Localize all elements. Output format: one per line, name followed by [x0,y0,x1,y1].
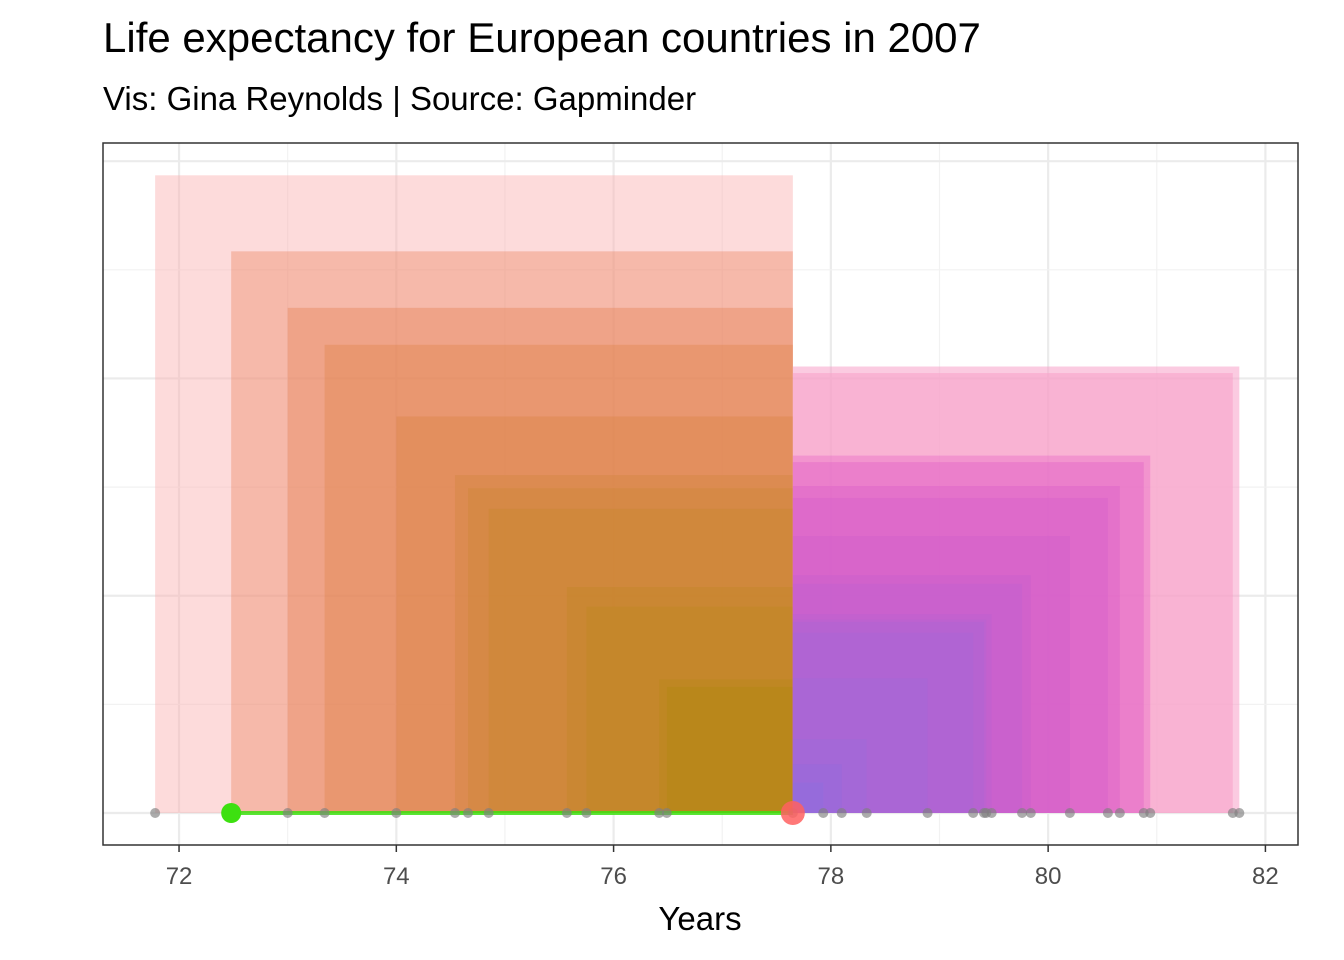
x-tick-label: 78 [818,863,845,890]
deviation-square-below-mean [488,508,793,813]
data-point [581,808,592,818]
x-tick-label: 82 [1252,863,1279,890]
highlight-point [221,803,242,823]
data-point [449,808,460,818]
data-point [861,808,872,818]
deviation-square-below-mean [396,416,793,813]
data-point [1114,808,1125,818]
x-axis: 72 74 76 78 80 82 [166,845,1279,890]
deviation-square-above-mean [792,621,985,813]
deviation-square-above-mean [792,575,1031,813]
deviation-square-above-mean [792,486,1120,813]
data-point [561,808,572,818]
data-point [1017,808,1028,818]
deviation-square-above-mean [792,632,974,813]
plot-border [102,142,1299,846]
data-point [391,808,402,818]
data-point [968,808,979,818]
deviation-square-above-mean [792,619,987,813]
deviation-square-below-mean [155,175,793,813]
chart-title: Life expectancy for European countries i… [103,14,981,61]
x-tick-label: 72 [166,863,193,890]
deviation-square-above-mean [792,614,992,813]
data-point [661,808,672,818]
deviation-square-above-mean [792,739,867,813]
chart-subtitle: Vis: Gina Reynolds | Source: Gapminder [103,80,697,117]
deviation-square-above-mean [792,462,1144,813]
data-point [1145,808,1156,818]
deviation-square-above-mean [792,535,1070,813]
x-axis-title: Years [658,900,741,937]
deviation-square-above-mean [792,583,1023,813]
data-point [150,808,161,818]
mean-point [780,801,805,825]
data-point [463,808,474,818]
data-point [836,808,847,818]
deviation-square-below-mean [287,307,793,813]
data-point [1234,808,1245,818]
deviation-square-below-mean [666,686,793,813]
data-point [922,808,933,818]
data-point [986,808,997,818]
data-point [1102,808,1113,818]
deviation-square-above-mean [792,678,928,813]
data-points [150,801,1245,825]
deviation-square-below-mean [454,475,793,813]
x-tick-label: 80 [1035,863,1062,890]
data-point [282,808,293,818]
data-point [818,808,829,818]
deviation-square-above-mean [792,373,1233,813]
deviation-square-above-mean [792,497,1108,813]
deviation-square-below-mean [231,251,793,814]
data-point [654,808,665,818]
deviation-squares [155,175,1240,814]
data-point [483,808,494,818]
deviation-square-above-mean [792,455,1151,813]
deviation-square-below-mean [659,679,793,813]
deviation-square-below-mean [324,344,793,813]
deviation-square-below-mean [566,587,793,813]
data-point [1064,808,1075,818]
x-tick-label: 76 [600,863,627,890]
x-tick-label: 74 [383,863,410,890]
deviation-square-below-mean [586,606,793,813]
deviation-square-below-mean [468,488,793,813]
data-point [1025,808,1036,818]
data-point [319,808,330,818]
